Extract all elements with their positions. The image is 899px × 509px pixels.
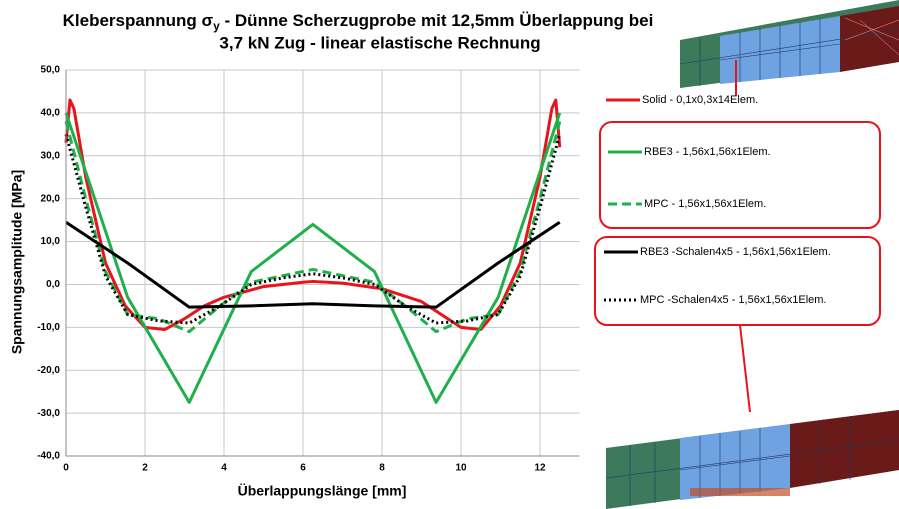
- chart: Kleberspannung σy - Dünne Scherzugprobe …: [0, 0, 899, 509]
- title-part: Kleberspannung σ: [63, 11, 214, 30]
- y-tick-label: 10,0: [41, 236, 61, 247]
- legend-label: MPC - 1,56x1,56x1Elem.: [644, 198, 766, 210]
- plot-background: [66, 70, 580, 456]
- x-tick-label: 6: [300, 463, 306, 474]
- x-axis-label: Überlappungslänge [mm]: [238, 483, 407, 499]
- y-tick-label: -10,0: [37, 322, 60, 333]
- y-tick-label: 50,0: [41, 65, 61, 76]
- y-tick-label: 20,0: [41, 193, 61, 204]
- x-tick-label: 2: [142, 463, 148, 474]
- plot-area: [66, 70, 580, 456]
- y-tick-label: -40,0: [37, 451, 60, 462]
- y-tick-label: 0,0: [46, 279, 60, 290]
- chart-title-line2: 3,7 kN Zug - linear elastische Rechnung: [219, 33, 540, 52]
- legend-label: MPC -Schalen4x5 - 1,56x1,56x1Elem.: [640, 294, 826, 306]
- y-tick-label: 30,0: [41, 150, 61, 161]
- x-tick-label: 8: [379, 463, 385, 474]
- legend-label: RBE3 -Schalen4x5 - 1,56x1,56x1Elem.: [640, 246, 831, 258]
- x-tick-label: 12: [534, 463, 546, 474]
- y-tick-label: -20,0: [37, 365, 60, 376]
- y-tick-label: -30,0: [37, 408, 60, 419]
- x-tick-label: 4: [221, 463, 227, 474]
- legend-label: Solid - 0,1x0,3x14Elem.: [642, 94, 758, 106]
- legend-label: RBE3 - 1,56x1,56x1Elem.: [644, 146, 771, 158]
- y-tick-label: 40,0: [41, 108, 61, 119]
- y-axis-label: Spannungsamplitude [MPa]: [9, 170, 25, 354]
- title-part: - Dünne Scherzugprobe mit 12,5mm Überlap…: [220, 11, 654, 30]
- x-tick-label: 0: [63, 463, 69, 474]
- x-tick-label: 10: [455, 463, 467, 474]
- chart-title: Kleberspannung σy - Dünne Scherzugprobe …: [63, 11, 654, 33]
